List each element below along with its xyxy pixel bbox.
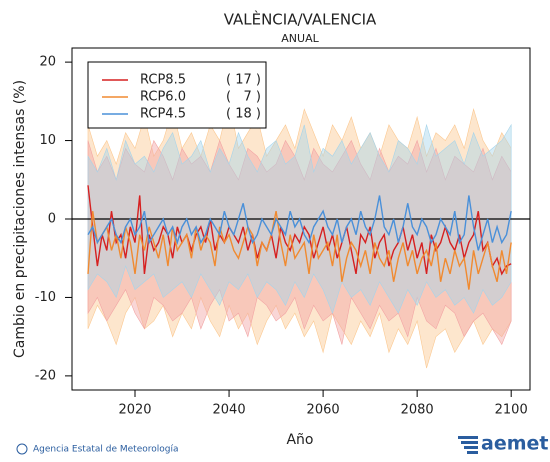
series-line <box>87 185 512 276</box>
x-tick-label: 2020 <box>118 403 151 418</box>
legend-box <box>87 61 267 129</box>
series-line <box>87 211 512 290</box>
logo-mark <box>458 436 478 454</box>
x-tick-label: 2080 <box>401 403 434 418</box>
legend-label: RCP4.5 <box>140 107 186 122</box>
y-tick-label: -20 <box>35 368 56 383</box>
legend: RCP8.5 ( 17 ) RCP6.0 ( 7 ) RCP4.5 ( 18 ) <box>87 61 267 129</box>
legend-count: ( 17 ) <box>226 73 261 88</box>
plot-area <box>71 47 531 391</box>
y-tick-label: 0 <box>48 212 56 227</box>
footer-logo: aemet <box>481 433 548 455</box>
x-tick-label: 2100 <box>495 403 528 418</box>
y-tick-label: 20 <box>39 55 56 70</box>
footer-credit: Agencia Estatal de Meteorología <box>33 445 179 455</box>
y-tick-label: -10 <box>35 290 56 305</box>
x-tick-label: 2060 <box>307 403 340 418</box>
legend-label: RCP6.0 <box>140 90 186 105</box>
x-axis-label: Año <box>286 432 313 448</box>
x-tick-label: 2040 <box>213 403 246 418</box>
y-axis-label: Cambio en precipitaciones intensas (%) <box>12 80 28 358</box>
chart-title: VALÈNCIA/VALENCIA <box>224 10 377 29</box>
copyright-icon <box>16 443 28 455</box>
chart-subtitle: ANUAL <box>281 32 319 45</box>
legend-count: ( 7 ) <box>226 90 261 105</box>
y-tick-label: 10 <box>39 133 56 148</box>
legend-label: RCP8.5 <box>140 73 186 88</box>
series-line <box>87 195 512 251</box>
legend-count: ( 18 ) <box>226 107 261 122</box>
